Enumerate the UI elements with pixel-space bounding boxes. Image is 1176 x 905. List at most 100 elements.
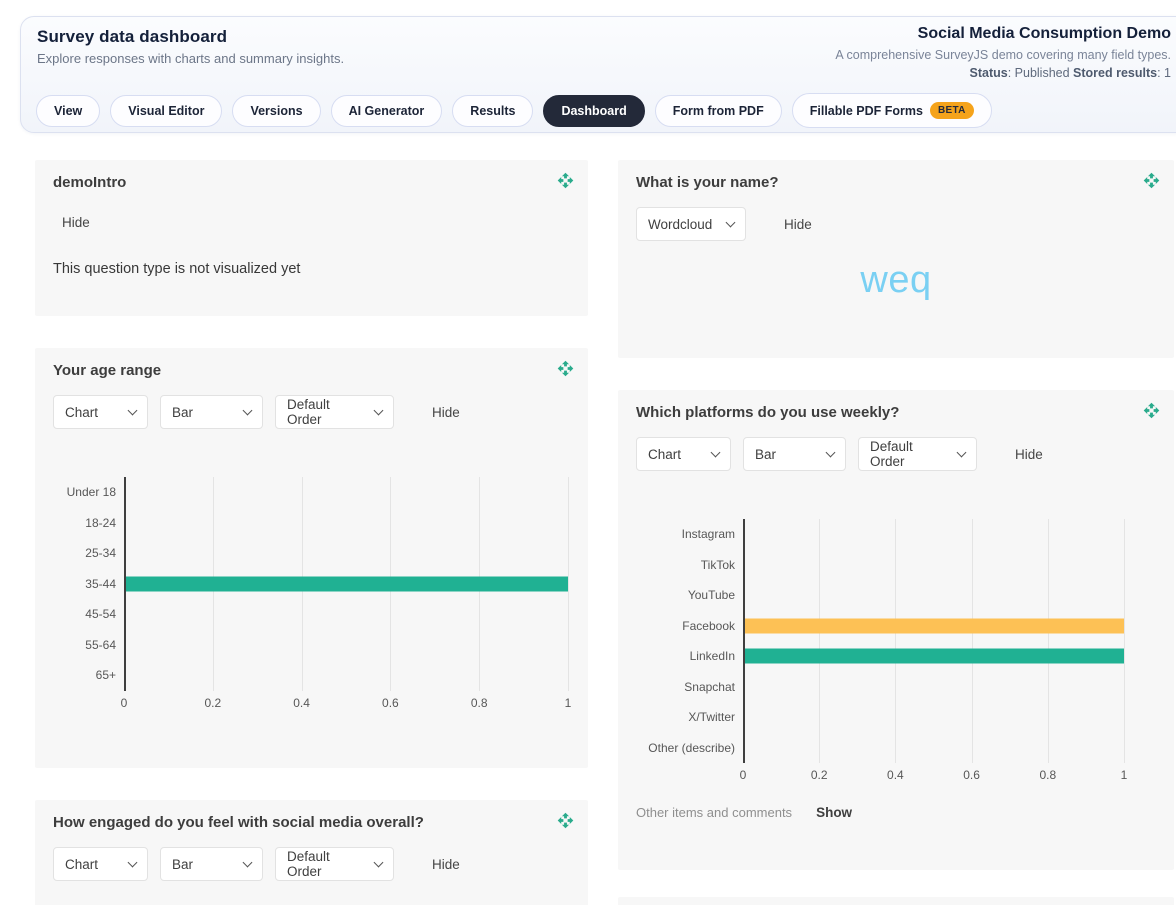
bar-track <box>743 519 1124 550</box>
gridline <box>971 519 973 763</box>
tab-label: Versions <box>250 103 303 118</box>
tab-visual-editor[interactable]: Visual Editor <box>110 94 223 127</box>
select-value: Default Order <box>287 397 330 427</box>
hide-link[interactable]: Hide <box>432 856 460 872</box>
tab-fillable-pdf-forms[interactable]: Fillable PDF Forms BETA <box>791 93 992 128</box>
chevron-down-icon <box>242 857 253 867</box>
chart-row: TikTok <box>636 550 1124 581</box>
category-label: LinkedIn <box>689 649 735 664</box>
show-link[interactable]: Show <box>816 805 853 820</box>
bar-track <box>743 702 1124 733</box>
chart-controls: Wordcloud Hide <box>636 207 1156 241</box>
category-label: X/Twitter <box>688 710 735 725</box>
x-tick-label: 0.6 <box>382 695 399 710</box>
hide-link[interactable]: Hide <box>62 215 90 230</box>
chart-type-select[interactable]: Bar <box>160 395 263 429</box>
age-range-chart: Under 18 18-24 25-34 35-44 45-54 55-64 65+ 0 0.… <box>53 477 571 711</box>
bar-track <box>124 477 568 508</box>
category-label: Instagram <box>681 527 735 542</box>
move-icon[interactable] <box>1143 402 1160 419</box>
gridline <box>1047 519 1049 763</box>
tab-results[interactable]: Results <box>452 94 534 127</box>
panel-demo-intro: demoIntro Hide This question type is not… <box>35 160 588 316</box>
category-label: 65+ <box>95 668 116 683</box>
view-select[interactable]: Chart <box>636 437 731 471</box>
survey-status-line: Status: Published Stored results: 1 <box>835 66 1172 80</box>
chart-row: Snapchat <box>636 672 1124 703</box>
order-select[interactable]: Default Order <box>858 437 977 471</box>
panel-next-partial <box>618 897 1174 905</box>
stored-results-value: : 1 <box>1157 66 1171 80</box>
category-label: Facebook <box>682 618 735 633</box>
chart-type-select[interactable]: Bar <box>160 847 263 881</box>
hide-link[interactable]: Hide <box>1015 446 1043 462</box>
tab-view[interactable]: View <box>36 94 101 127</box>
view-select[interactable]: Chart <box>53 847 148 881</box>
chart-row: YouTube <box>636 580 1124 611</box>
tab-label: Dashboard <box>561 103 627 118</box>
tab-form-from-pdf[interactable]: Form from PDF <box>654 94 782 127</box>
select-value: Bar <box>172 404 194 420</box>
tab-versions[interactable]: Versions <box>232 94 321 127</box>
x-tick-label: 0 <box>739 768 747 782</box>
order-select[interactable]: Default Order <box>275 395 394 429</box>
move-icon[interactable] <box>557 172 574 189</box>
view-select[interactable]: Chart <box>53 395 148 429</box>
move-icon[interactable] <box>1143 172 1160 189</box>
category-label: 18-24 <box>85 515 116 530</box>
status-label: Status <box>969 66 1008 80</box>
other-items-label: Other items and comments <box>636 805 793 820</box>
x-tick-label: 0 <box>120 695 128 710</box>
chevron-down-icon <box>127 405 138 415</box>
select-value: Chart <box>648 446 682 462</box>
bar[interactable] <box>124 576 568 592</box>
category-label: Under 18 <box>66 485 116 500</box>
x-tick-label: 0.6 <box>963 768 980 782</box>
y-axis-line <box>124 477 126 691</box>
tab-dashboard[interactable]: Dashboard <box>543 94 645 127</box>
bar-track <box>124 508 568 539</box>
chart-type-select[interactable]: Bar <box>743 437 846 471</box>
tab-label: View <box>54 103 83 118</box>
gridline <box>895 519 897 763</box>
chart-row: Other (describe) <box>636 733 1124 764</box>
y-axis-line <box>743 519 745 763</box>
move-icon[interactable] <box>557 360 574 377</box>
hide-link[interactable]: Hide <box>432 404 460 420</box>
chevron-down-icon <box>710 447 721 457</box>
chevron-down-icon <box>373 857 384 867</box>
chart-row: 55-64 <box>53 630 568 661</box>
x-tick-label: 1 <box>1120 768 1128 782</box>
bar-track <box>124 660 568 691</box>
move-icon[interactable] <box>557 812 574 829</box>
status-value: : Published <box>1007 66 1074 80</box>
chart-row: LinkedIn <box>636 641 1124 672</box>
bar-track <box>743 611 1124 642</box>
select-value: Default Order <box>870 439 913 469</box>
view-select[interactable]: Wordcloud <box>636 207 746 241</box>
panel-title: What is your name? <box>636 174 779 191</box>
bar-track <box>124 569 568 600</box>
order-select[interactable]: Default Order <box>275 847 394 881</box>
x-tick-label: 0.8 <box>1039 768 1057 782</box>
select-value: Bar <box>755 446 777 462</box>
bar[interactable] <box>743 618 1124 634</box>
hide-link[interactable]: Hide <box>784 216 812 232</box>
wordcloud-word[interactable]: weq <box>860 259 932 301</box>
survey-info: Social Media Consumption Demo A comprehe… <box>835 25 1171 80</box>
not-visualized-message: This question type is not visualized yet <box>53 261 301 277</box>
select-value: Bar <box>172 856 194 872</box>
header-card: Survey data dashboard Explore responses … <box>20 16 1176 133</box>
tab-ai-generator[interactable]: AI Generator <box>330 94 443 127</box>
x-tick-label: 0.4 <box>887 768 904 782</box>
category-label: YouTube <box>687 588 735 603</box>
panel-name: What is your name? Wordcloud Hide weq <box>618 160 1174 358</box>
chevron-down-icon <box>242 405 253 415</box>
page-title: Survey data dashboard <box>37 27 228 46</box>
x-tick-label: 0.4 <box>293 695 310 710</box>
chevron-down-icon <box>956 447 967 457</box>
chart-row: 35-44 <box>53 569 568 600</box>
chart-row: Facebook <box>636 611 1124 642</box>
chart-rows: Under 18 18-24 25-34 35-44 45-54 55-64 65+ <box>53 477 568 691</box>
bar[interactable] <box>743 648 1124 664</box>
